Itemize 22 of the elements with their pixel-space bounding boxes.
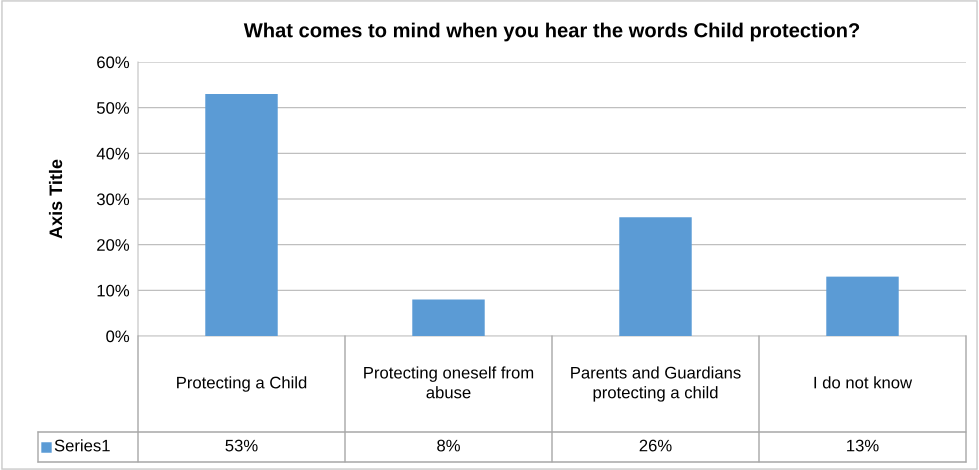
y-tick-label: 10% — [98, 284, 130, 297]
data-label: 53% — [225, 440, 258, 452]
y-tick-label: 30% — [96, 193, 130, 206]
x-tick-label: Parents and Guardians protecting a child — [571, 366, 741, 402]
y-tick-label: 50% — [96, 102, 130, 114]
y-tick-label: 0% — [106, 330, 130, 342]
y-axis-title: Axis Title — [48, 160, 62, 239]
chart-title: What comes to mind when you hear the words Child protection? — [244, 22, 860, 42]
y-tick-label: 20% — [97, 239, 130, 251]
legend-label: Series1 — [54, 439, 110, 452]
bar — [826, 276, 899, 336]
x-tick-label: I do not know — [814, 376, 912, 388]
y-tick-label: 40% — [96, 148, 130, 160]
data-label: 8% — [437, 440, 460, 452]
bar — [205, 94, 278, 336]
y-tick-label: 60% — [97, 56, 130, 68]
x-tick-label: Protecting oneself from abuse — [364, 366, 534, 398]
bar — [619, 217, 692, 336]
data-label: 26% — [640, 440, 672, 452]
bar — [412, 299, 485, 336]
data-label: 13% — [847, 440, 879, 452]
x-tick-label: Protecting a Child — [177, 376, 306, 392]
